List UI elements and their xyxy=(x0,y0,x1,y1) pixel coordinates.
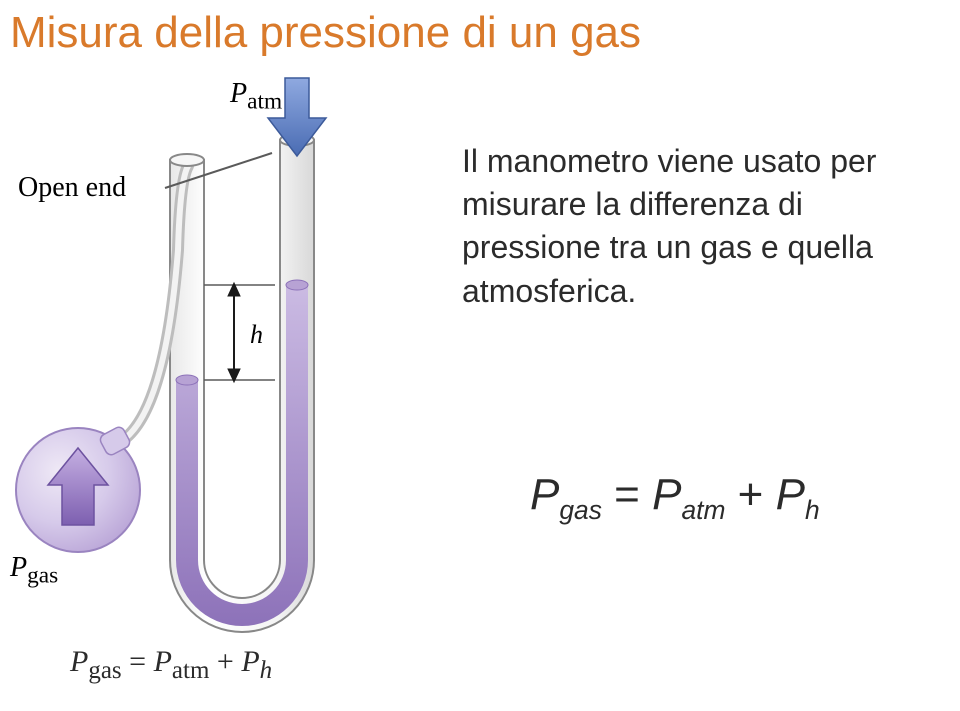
label-h: h xyxy=(250,320,263,350)
diagram-svg xyxy=(0,70,450,706)
desc-line-1: Il manometro viene usato per xyxy=(462,143,876,179)
page-title: Misura della pressione di un gas xyxy=(10,8,641,58)
p-atm-text: Patm xyxy=(230,78,282,109)
meniscus-right xyxy=(286,280,308,290)
formula-large: Pgas = Patm + Ph xyxy=(530,470,820,526)
desc-line-2: misurare la differenza di xyxy=(462,186,803,222)
left-tube-rim xyxy=(170,154,204,166)
height-h-arrow-icon xyxy=(228,283,240,382)
label-p-atm: Patm xyxy=(230,78,282,116)
formula-bottom: Pgas = Patm + Ph xyxy=(70,645,272,685)
manometer-diagram xyxy=(0,70,450,706)
desc-line-4: atmosferica. xyxy=(462,273,636,309)
p-gas-text: Pgas xyxy=(10,552,58,583)
desc-line-3: pressione tra un gas e quella xyxy=(462,229,873,265)
description-text: Il manometro viene usato per misurare la… xyxy=(462,140,942,313)
meniscus-left xyxy=(176,375,198,385)
label-open-end: Open end xyxy=(18,172,126,204)
label-p-gas: Pgas xyxy=(10,552,58,590)
